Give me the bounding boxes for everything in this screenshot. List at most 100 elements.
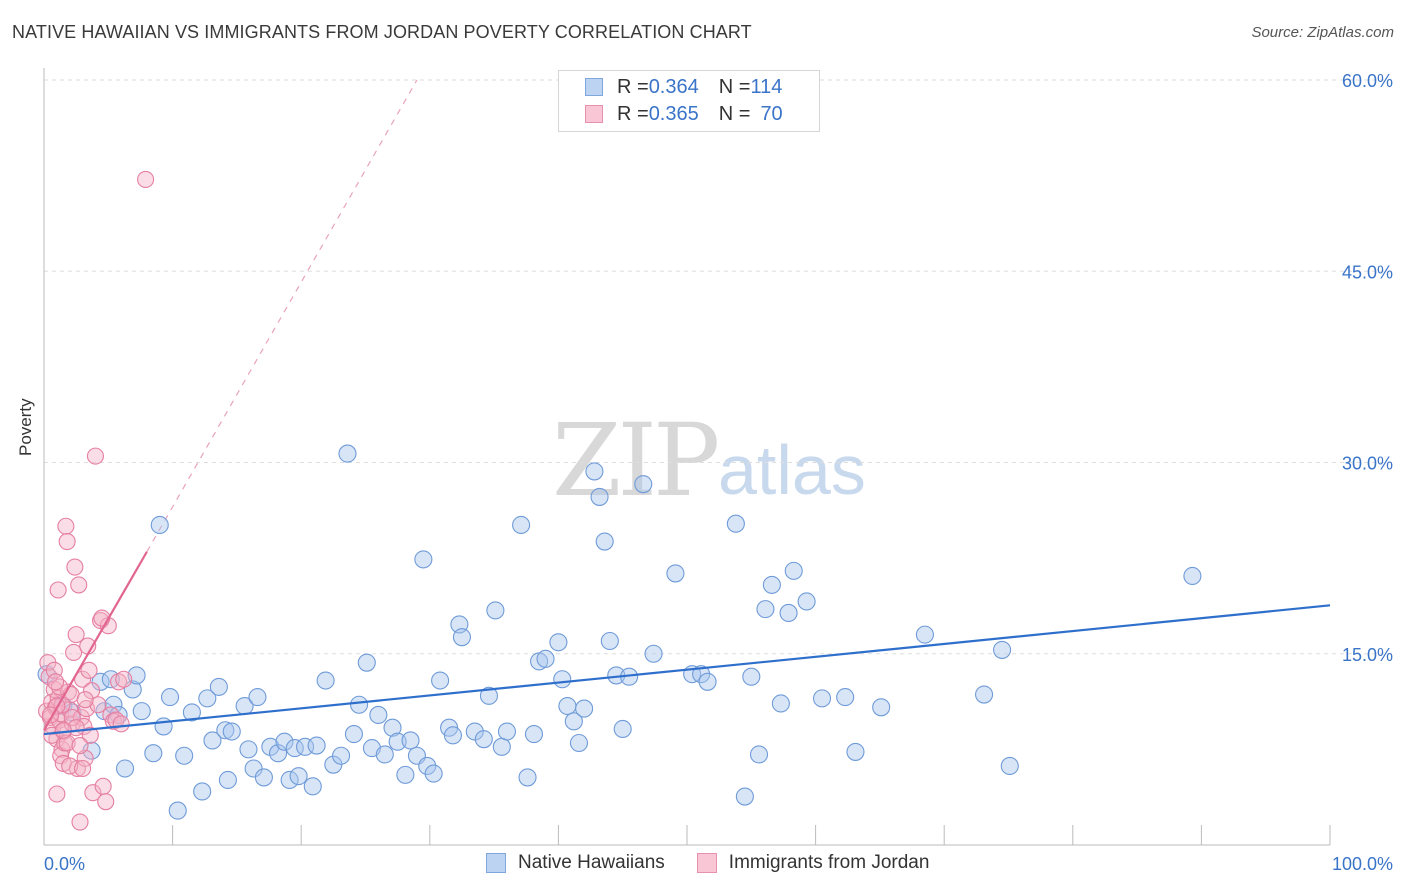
data-point-native-hawaiian (644, 644, 663, 663)
data-point-native-hawaiian (216, 721, 235, 740)
data-point-native-hawaiian (698, 672, 717, 691)
data-point-native-hawaiian (613, 719, 632, 739)
legend-n-value: 114 (750, 75, 783, 98)
data-point-native-hawaiian (452, 628, 472, 647)
data-point-native-hawaiian (357, 653, 376, 672)
data-point-native-hawaiian (797, 592, 816, 611)
data-point-jordan (63, 708, 81, 727)
data-point-native-hawaiian (269, 744, 288, 763)
data-point-native-hawaiian (401, 731, 420, 750)
data-point-native-hawaiian (975, 685, 994, 704)
data-point-native-hawaiian (424, 764, 443, 783)
data-point-native-hawaiian (375, 745, 394, 764)
data-point-native-hawaiian (518, 768, 537, 787)
data-point-jordan (71, 813, 89, 831)
data-point-native-hawaiian (115, 759, 135, 778)
correlation-legend: R = 0.364 N = 114 R = 0.365 N = 70 (558, 70, 820, 132)
legend-label: Immigrants from Jordan (728, 852, 930, 873)
trendline-jordan (43, 551, 148, 731)
data-point-jordan (65, 643, 83, 662)
series-legend: Native Hawaiians Immigrants from Jordan (486, 852, 961, 874)
data-point-jordan (81, 726, 99, 744)
data-point-jordan (54, 721, 72, 739)
watermark-zip: ZIP (552, 402, 720, 519)
data-point-native-hawaiian (244, 759, 263, 778)
data-point-native-hawaiian (726, 514, 745, 533)
data-point-native-hawaiian (600, 631, 619, 651)
pink-swatch-icon (696, 853, 717, 873)
data-point-native-hawaiian (289, 767, 308, 786)
data-point-native-hawaiian (497, 722, 517, 741)
data-point-native-hawaiian (254, 768, 273, 787)
data-point-native-hawaiian (168, 801, 187, 820)
data-point-native-hawaiian (595, 532, 614, 551)
data-point-native-hawaiian (564, 712, 583, 731)
data-point-native-hawaiian (144, 744, 163, 763)
data-point-native-hawaiian (569, 733, 589, 753)
data-point-native-hawaiian (280, 770, 299, 790)
data-point-native-hawaiian (536, 649, 555, 668)
data-point-native-hawaiian (175, 746, 194, 765)
data-point-native-hawaiian (132, 702, 151, 721)
data-point-native-hawaiian (474, 730, 493, 749)
data-point-native-hawaiian (383, 718, 402, 737)
pink-swatch-icon (585, 105, 603, 123)
legend-n-value: 70 (760, 102, 783, 125)
data-point-native-hawaiian (915, 625, 934, 644)
data-point-jordan (47, 673, 65, 691)
legend-r-value: 0.364 (648, 75, 699, 98)
data-point-native-hawaiian (443, 726, 462, 745)
legend-item-immigrants-jordan: Immigrants from Jordan (696, 852, 930, 874)
watermark-atlas: atlas (718, 431, 866, 509)
data-point-native-hawaiian (742, 667, 761, 686)
legend-item-native-hawaiians: Native Hawaiians (486, 852, 665, 874)
data-point-native-hawaiian (575, 699, 594, 718)
source-label: Source: ZipAtlas.com (1251, 24, 1394, 41)
data-point-jordan (94, 777, 112, 795)
y-tick-label: 60.0% (1342, 71, 1393, 91)
y-tick-label: 45.0% (1342, 262, 1393, 282)
data-point-native-hawaiian (549, 633, 568, 652)
data-point-native-hawaiian (692, 665, 711, 684)
legend-label: Native Hawaiians (518, 852, 665, 873)
data-point-native-hawaiian (634, 475, 653, 494)
trendline-jordan-extension (146, 79, 418, 553)
data-point-native-hawaiian (590, 487, 609, 506)
data-point-native-hawaiian (762, 575, 781, 594)
data-point-native-hawaiian (431, 671, 450, 690)
legend-n-label: N = (718, 75, 751, 98)
data-point-native-hawaiian (338, 444, 357, 463)
data-point-native-hawaiian (512, 515, 531, 535)
x-tick-label: 0.0% (44, 854, 85, 874)
data-point-native-hawaiian (414, 550, 433, 569)
data-point-jordan (66, 558, 84, 576)
data-point-jordan (74, 759, 92, 778)
trendline-native-hawaiians (43, 604, 1331, 736)
data-point-native-hawaiian (558, 696, 577, 716)
data-point-native-hawaiian (127, 666, 146, 685)
data-point-native-hawaiian (1183, 566, 1202, 586)
data-point-native-hawaiian (350, 695, 369, 714)
data-point-native-hawaiian (344, 725, 363, 744)
data-point-native-hawaiian (812, 689, 832, 708)
data-point-jordan (89, 696, 107, 714)
y-tick-label: 30.0% (1342, 454, 1393, 474)
data-point-native-hawaiian (160, 688, 180, 707)
data-point-native-hawaiian (369, 705, 388, 725)
data-point-jordan (86, 447, 104, 465)
data-point-native-hawaiian (492, 737, 511, 756)
blue-swatch-icon (585, 78, 603, 96)
data-point-native-hawaiian (91, 672, 110, 691)
data-point-native-hawaiian (749, 745, 769, 764)
chart-title: NATIVE HAWAIIAN VS IMMIGRANTS FROM JORDA… (12, 22, 752, 42)
data-point-native-hawaiian (479, 686, 499, 705)
data-point-native-hawaiian (418, 756, 437, 776)
data-point-jordan (76, 749, 94, 767)
data-point-native-hawaiian (388, 732, 407, 751)
data-point-native-hawaiian (993, 640, 1012, 659)
data-point-jordan (58, 532, 76, 551)
data-point-native-hawaiian (203, 731, 222, 750)
data-point-jordan (115, 670, 133, 688)
data-point-native-hawaiian (771, 694, 790, 713)
